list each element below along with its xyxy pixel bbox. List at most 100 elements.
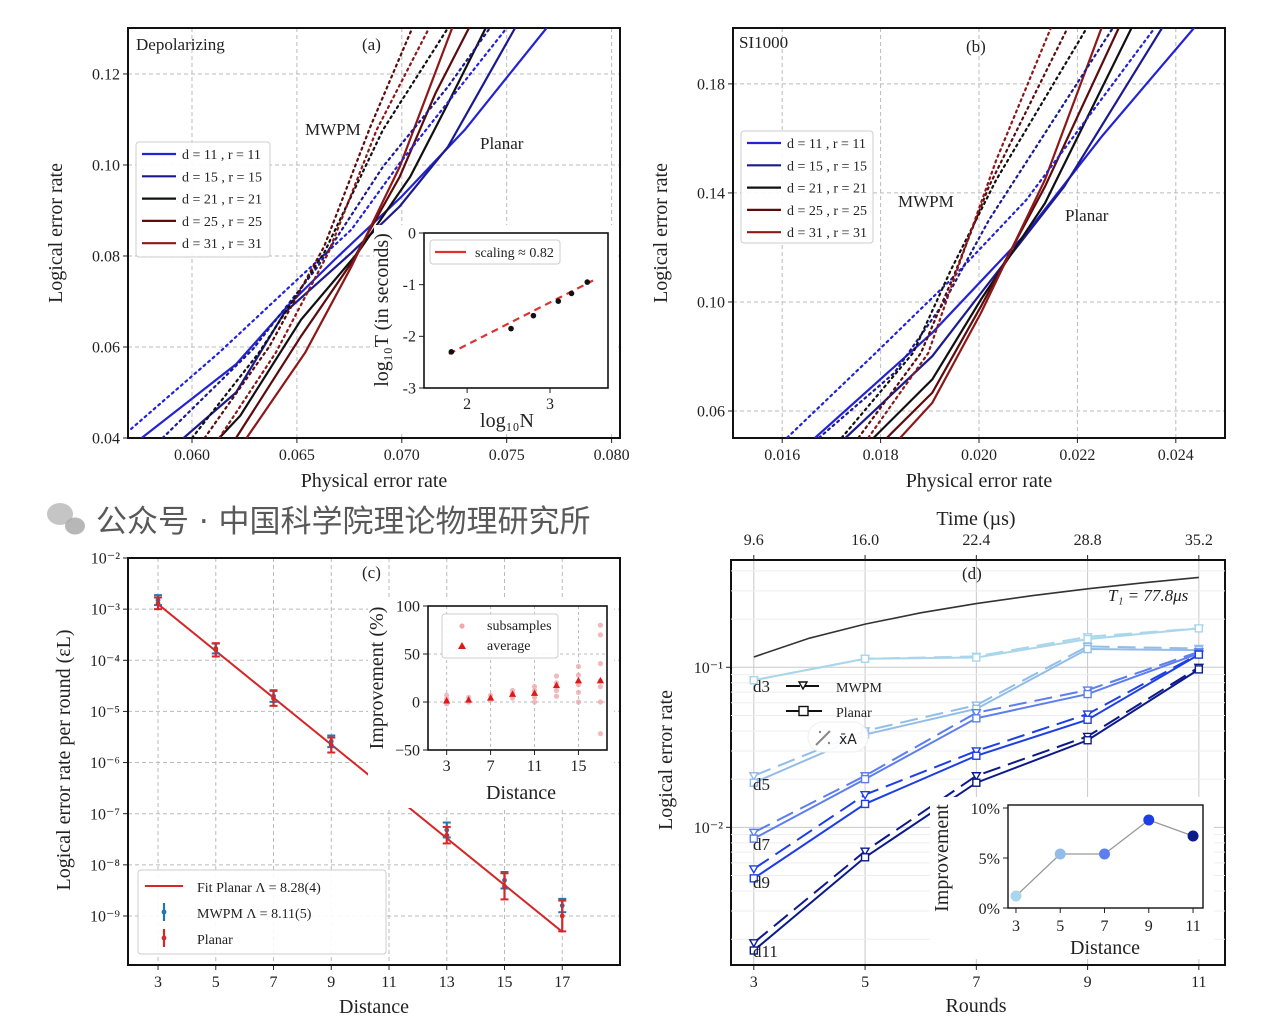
plot-frame [732,27,1226,439]
x-tick-label: 7 [972,974,980,991]
y-tick-label: 0.10 [92,158,120,175]
square-icon [798,705,809,717]
mwpm-marker [971,772,982,782]
y-tick-label: 10⁻⁷ [90,806,120,823]
planar-marker [972,778,981,787]
data-point [328,742,334,748]
panel-label: (c) [362,563,381,582]
mwpm-curve [786,28,1156,438]
planar-marker [1083,736,1092,745]
curves [786,28,1196,438]
improvement-point [1010,890,1022,902]
panel-label: (a) [362,35,381,54]
y-tick-label: 10⁻² [694,820,723,837]
legend-entry: MWPM Λ = 8.11(5) [197,907,312,922]
subsample-point [553,687,560,694]
mwpm-curve [130,28,508,430]
wechat-icon [47,503,73,525]
magic-wand-icon[interactable] [815,730,831,746]
panel-annotation: Depolarizing [136,35,225,54]
x-axis-label: Distance [339,996,409,1018]
planar-marker [1083,715,1092,724]
plot-frame [423,232,609,389]
legend-entry: d = 21 , r = 21 [182,193,262,208]
translate-icon[interactable]: x̄A [839,732,857,748]
subsample-point [575,699,582,705]
subsample-point [553,693,560,699]
x-tick-label: 15 [497,974,513,991]
y-tick-label: 10⁻³ [91,602,120,619]
inset-legend [441,613,559,659]
y-tick-label: 0.18 [697,76,725,93]
x-tick-label: 0.022 [1059,447,1095,464]
mwpm-label: MWPM [898,192,954,211]
panel-annotation: SI1000 [739,33,788,52]
x-tick-label: 11 [527,758,542,775]
y-axis-label: Logical error rate per round (εL) [53,629,75,890]
y-tick-label: 10⁻⁶ [90,755,120,772]
legend-entry: d = 11 , r = 11 [182,148,261,163]
x-axis-label: Distance [1070,937,1140,959]
x-tick-label: 5 [861,974,869,991]
planar-label: Planar [480,134,524,153]
subsample-point [597,699,604,705]
x-tick-label: 11 [1185,918,1200,935]
x-tick-label: 15 [570,758,586,775]
x-tick-label: 0.024 [1158,447,1194,464]
x-tick-label: 0.080 [594,447,630,464]
average-point [574,676,583,684]
legend-entry: d = 25 , r = 25 [787,204,867,219]
mwpm-marker [971,747,982,757]
y-tick-label: 10% [971,801,1000,818]
mwpm-marker [748,865,760,875]
improvement-point [1054,848,1066,860]
planar-marker [1083,644,1092,654]
x-tick-label: 5 [212,974,220,991]
subsample-point [597,731,604,737]
y-tick-label: 0.08 [92,249,120,266]
mwpm-marker [748,828,760,838]
y-tick-label: 10⁻⁴ [90,653,120,670]
y-tick-label: 0.04 [92,431,120,448]
y-tick-label: −50 [395,742,420,759]
planar-curve [844,28,1164,438]
data-point [559,913,565,919]
data-point [568,290,575,297]
overlay-toolbar[interactable]: x̄A [807,721,869,753]
legend-entry: d = 31 , r = 31 [787,226,867,241]
data-point [271,695,276,701]
planar-marker [860,774,870,784]
mwpm-curve [867,28,1052,438]
planar-marker [972,714,981,723]
y-tick-label: -2 [403,329,416,346]
planar-marker [972,751,981,760]
subsample-point [575,672,582,678]
x-tick-label: 13 [439,974,455,991]
legend-entry: Fit Planar Λ = 8.28(4) [197,881,321,896]
panel-a [123,27,621,443]
legend-entry: Planar [197,933,233,948]
subsample-point [509,695,516,701]
x-tick-label: 0.018 [863,447,899,464]
subsample-point [531,684,538,690]
subsample-point [597,632,604,638]
x-tick-label: 9 [1084,974,1092,991]
distance-label: d11 [753,942,778,961]
planar-marker [749,778,759,787]
x-tick-label: 3 [1012,918,1020,935]
subsample-point [597,684,604,690]
mwpm-marker [859,847,871,857]
x-axis-label: Rounds [945,995,1006,1017]
mwpm-marker [971,709,982,719]
x2-tick-label: 28.8 [1074,532,1102,549]
plot-frame [427,605,608,751]
mwpm-line [753,653,1200,870]
y-tick-label: -3 [403,380,416,397]
improvement-point [1187,830,1199,842]
planar-curve [245,28,454,438]
legend-entry: MWPM [836,681,882,696]
legend-entry: average [487,639,531,654]
data-point [508,325,514,332]
y-tick-label: 100 [396,598,420,615]
